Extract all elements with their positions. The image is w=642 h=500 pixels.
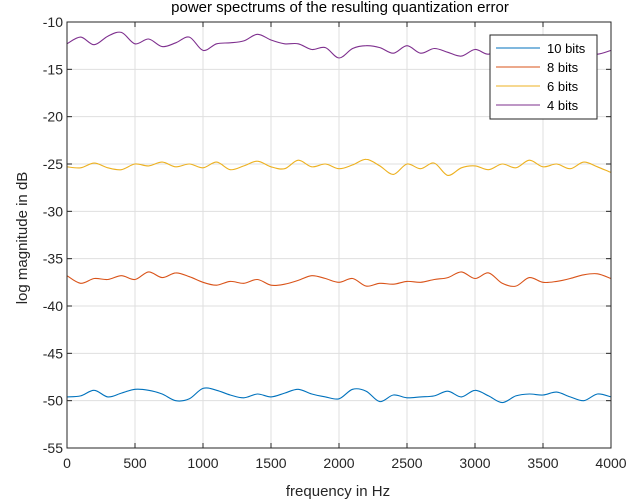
x-tick-label: 2500 — [391, 455, 422, 471]
y-axis: -55 -50 -45 -40 -35 -30 -25 -20 -15 -10 — [43, 14, 611, 456]
legend-label: 8 bits — [547, 60, 579, 75]
legend-label: 6 bits — [547, 79, 579, 94]
x-tick-label: 2000 — [323, 455, 354, 471]
x-axis-title: frequency in Hz — [286, 483, 390, 500]
series-line-2 — [66, 158, 612, 176]
legend-label: 10 bits — [547, 41, 586, 56]
y-tick-label: -50 — [43, 393, 63, 409]
x-tick-label: 1000 — [187, 455, 218, 471]
grid-lines — [66, 21, 612, 449]
y-tick-label: -45 — [43, 345, 63, 361]
y-tick-label: -15 — [43, 61, 63, 77]
series-line-0 — [66, 387, 612, 404]
y-tick-label: -35 — [43, 251, 63, 267]
x-tick-label: 500 — [123, 455, 147, 471]
series-line-1 — [66, 271, 612, 287]
x-axis: 0 500 1000 1500 2000 2500 3000 3500 4000 — [63, 22, 627, 471]
legend: 10 bits 8 bits 6 bits 4 bits — [489, 34, 598, 120]
x-tick-label: 0 — [63, 455, 71, 471]
x-tick-label: 1500 — [255, 455, 286, 471]
y-axis-title: log magnitude in dB — [14, 172, 31, 305]
x-tick-label: 3500 — [527, 455, 558, 471]
y-tick-label: -55 — [43, 440, 63, 456]
legend-label: 4 bits — [547, 98, 579, 113]
y-tick-label: -20 — [43, 109, 63, 125]
y-tick-label: -30 — [43, 203, 63, 219]
chart-title: power spectrums of the resulting quantiz… — [171, 0, 509, 16]
y-tick-label: -25 — [43, 156, 63, 172]
y-tick-label: -40 — [43, 298, 63, 314]
x-tick-label: 4000 — [595, 455, 626, 471]
x-tick-label: 3000 — [459, 455, 490, 471]
y-tick-label: -10 — [43, 14, 63, 30]
